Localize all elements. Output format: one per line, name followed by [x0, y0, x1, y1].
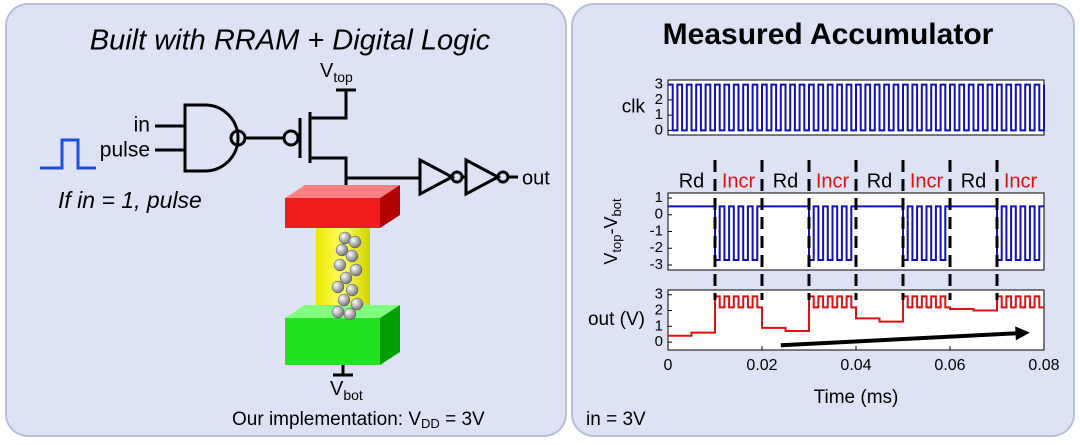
- filament-atoms: [331, 231, 364, 321]
- phase-label: Rd: [961, 170, 987, 192]
- phase-label: Rd: [679, 170, 705, 192]
- y-tick-label: 1: [655, 317, 663, 334]
- x-tick-label: 0.08: [1028, 357, 1059, 374]
- x-tick-label: 0.06: [934, 357, 965, 374]
- x-tick-label: 0.02: [746, 357, 777, 374]
- v-bot: Vbot: [330, 378, 363, 402]
- nand-gate: [155, 88, 518, 377]
- y-axis-label-part: V: [601, 253, 621, 265]
- phase-label: Rd: [773, 170, 799, 192]
- bottom-electrode: [380, 305, 400, 365]
- y-tick-label: 3: [655, 76, 663, 93]
- top-electrode: [380, 185, 400, 228]
- y-tick-label: 2: [655, 91, 663, 108]
- y-tick-label: 2: [655, 301, 663, 318]
- trend-arrowhead: [1015, 326, 1030, 341]
- top-electrode: [285, 185, 400, 198]
- y-tick-label: 0: [655, 333, 663, 350]
- y-axis-label: clk: [622, 97, 646, 118]
- phase-label: Incr: [722, 170, 756, 192]
- waveform: [668, 205, 1044, 261]
- x-tick-label: 0: [664, 357, 673, 374]
- y-tick-label: 1: [655, 189, 663, 206]
- v-top: Vtop: [320, 60, 353, 84]
- top-electrode: [285, 198, 380, 228]
- y-axis-label-part: -V: [601, 216, 621, 234]
- waveform: [668, 295, 1044, 337]
- left-title: Built with RRAM + Digital Logic: [90, 25, 491, 57]
- trend-arrow: [780, 331, 1019, 348]
- phase-label: Incr: [1004, 170, 1038, 192]
- input-label: pulse: [100, 139, 150, 162]
- x-axis-label: Time (ms): [814, 387, 899, 408]
- condition: If in = 1, pulse: [58, 187, 202, 213]
- y-tick-label: -3: [650, 256, 663, 273]
- input-label: in: [134, 114, 150, 137]
- pulse-icon: [40, 138, 96, 170]
- y-axis-label: Vtop-Vbot: [601, 198, 625, 265]
- input-note: in = 3V: [586, 409, 646, 430]
- y-axis-label-part: top: [609, 234, 624, 252]
- y-axis-label: out (V): [588, 309, 645, 330]
- y-tick-label: 3: [655, 286, 663, 303]
- phase-label: Incr: [816, 170, 850, 192]
- y-tick-label: 1: [655, 106, 663, 123]
- y-tick-label: -1: [650, 222, 663, 239]
- y-tick-label: 0: [655, 121, 663, 138]
- y-tick-label: 0: [655, 206, 663, 223]
- output-label: out: [522, 167, 550, 189]
- y-axis-label-part: bot: [609, 198, 624, 216]
- right-title: Measured Accumulator: [663, 18, 994, 51]
- phase-label: Incr: [910, 170, 944, 192]
- bottom-electrode: [285, 318, 380, 365]
- x-tick-label: 0.04: [840, 357, 871, 374]
- y-tick-label: -2: [650, 239, 663, 256]
- phase-label: Rd: [867, 170, 893, 192]
- implementation-note: Our implementation: VDD = 3V: [232, 409, 485, 431]
- waveform: [668, 83, 1045, 132]
